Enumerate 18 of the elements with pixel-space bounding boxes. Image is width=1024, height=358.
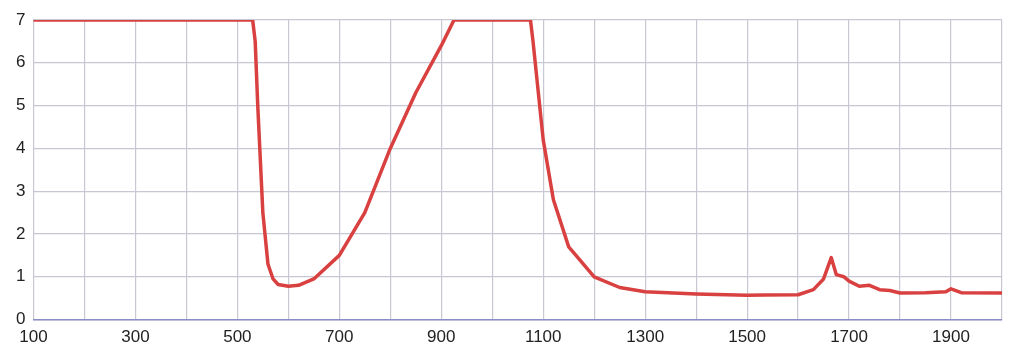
x-tick-label: 100 [19,327,48,347]
y-tick-label: 6 [15,52,26,72]
y-tick-label: 3 [15,180,26,200]
x-tick-label: 300 [121,327,150,347]
x-tick-label: 900 [427,327,456,347]
x-tick-label: 1300 [626,327,665,347]
y-tick-label: 7 [15,9,26,29]
x-tick-label: 1100 [524,327,562,347]
y-tick-label: 0 [15,309,26,329]
x-tick-label: 500 [223,327,252,347]
y-tick-label: 2 [15,223,26,243]
y-tick-label: 4 [15,138,26,158]
x-tick-label: 1900 [932,327,970,347]
x-tick-label: 1700 [830,327,868,347]
y-tick-label: 5 [15,95,26,115]
y-tick-label: 1 [15,266,26,286]
x-tick-label: 700 [325,327,354,347]
x-tick-label: 1500 [728,327,767,347]
